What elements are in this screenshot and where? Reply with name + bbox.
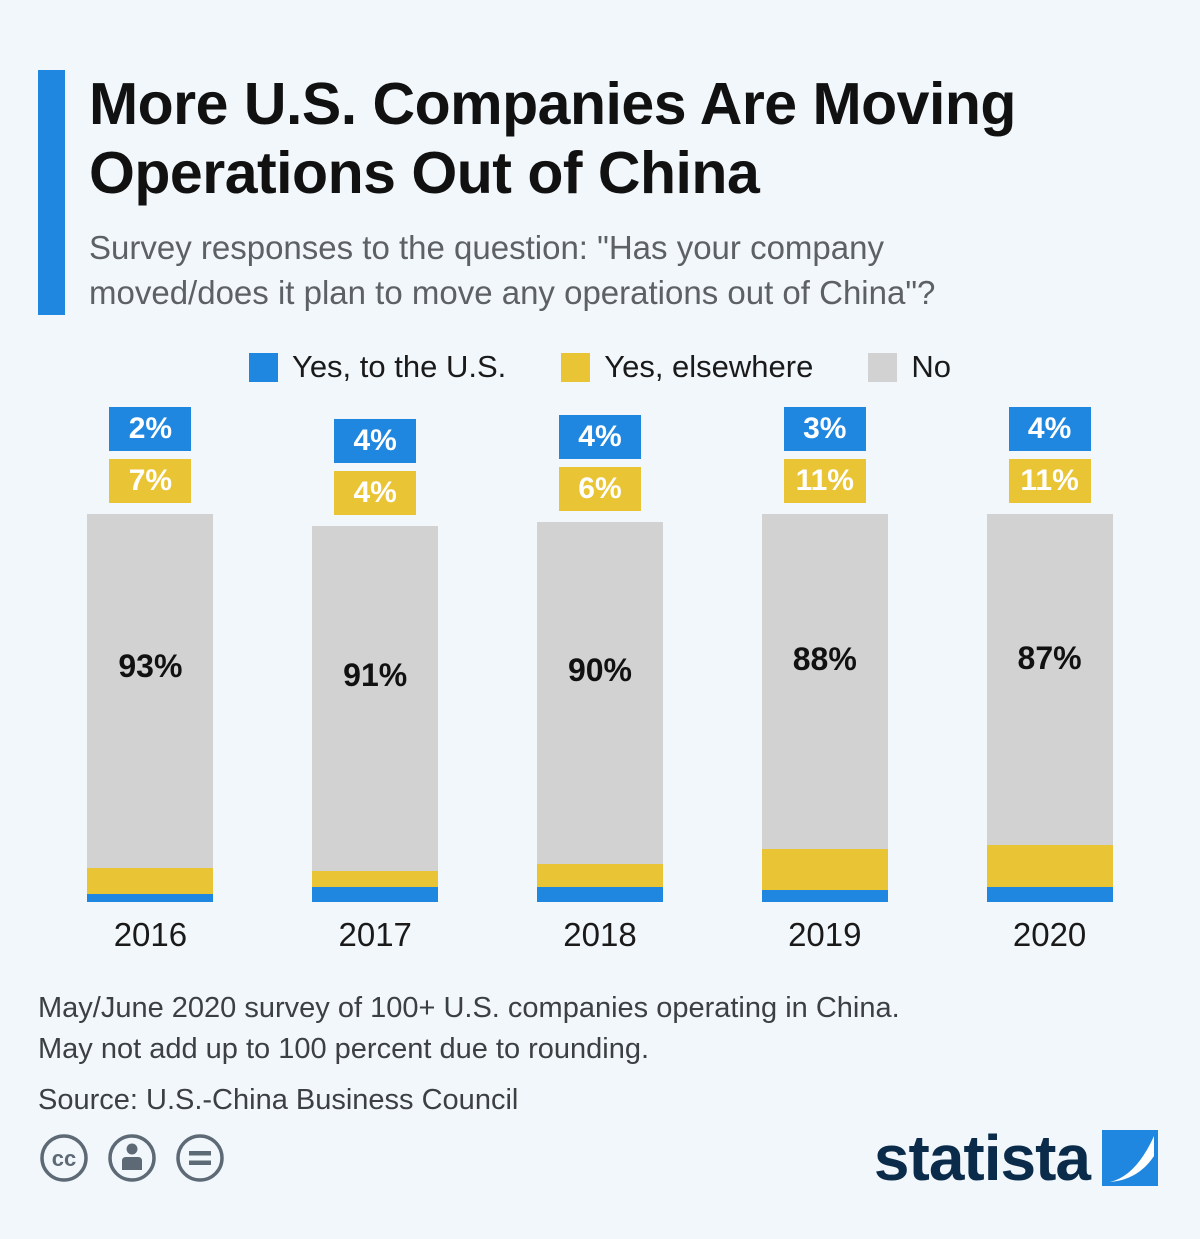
value-badge-yes-us: 4% [558,414,641,459]
chart-columns: 2% 7% 93% 2016 4% 4% 91% 2017 4% 6% 90% 2018 3% 11% 88… [0,407,1200,954]
segment-no-label: 93% [118,648,183,685]
segment-yes-us [87,894,214,902]
value-badge-yes-elsewhere: 6% [558,466,641,511]
title-line-2: Operations Out of China [89,140,760,207]
segment-no: 87% [986,514,1113,845]
statista-logo-icon [1102,1130,1158,1187]
accent-bar [38,70,65,316]
stacked-bar[interactable]: 91% [312,525,439,902]
segment-yes-elsewhere [312,871,439,887]
subtitle-line-2: moved/does it plan to move any operation… [89,273,936,311]
legend-label: Yes, elsewhere [604,349,814,385]
stacked-bar[interactable]: 88% [761,514,888,902]
footnotes: May/June 2020 survey of 100+ U.S. compan… [0,954,1200,1122]
statista-logo[interactable]: statista [874,1121,1158,1195]
value-badge-yes-elsewhere: 11% [783,459,866,504]
page-title: More U.S. Companies Are Moving Operation… [89,70,1016,208]
year-label: 2016 [113,915,188,953]
value-badge-yes-us: 3% [783,407,866,452]
segment-yes-elsewhere [536,863,663,887]
infographic: More U.S. Companies Are Moving Operation… [0,0,1200,1194]
segment-yes-us [986,886,1113,902]
legend-swatch [561,352,591,382]
segment-yes-us [761,890,888,902]
value-badge-yes-elsewhere: 7% [109,459,192,504]
statista-wordmark: statista [873,1122,1091,1195]
segment-no-label: 88% [792,641,857,678]
svg-text:cc: cc [52,1146,76,1171]
segment-yes-elsewhere [761,848,888,891]
legend-item[interactable]: No [868,349,951,385]
attribution-person-icon[interactable] [106,1132,158,1184]
segment-no: 88% [761,514,888,849]
year-label: 2017 [338,915,412,953]
legend-label: Yes, to the U.S. [291,349,507,385]
segment-yes-us [536,886,663,902]
segment-no: 90% [536,521,663,864]
value-badge-yes-us: 4% [1008,407,1091,452]
year-label: 2018 [563,915,637,953]
bar-column: 4% 6% 90% 2018 [488,414,713,954]
bar-column: 4% 11% 87% 2020 [937,407,1162,954]
cc-icon[interactable]: cc [38,1132,90,1184]
value-badge-yes-us: 4% [334,418,417,463]
legend-swatch [868,352,898,382]
legend: Yes, to the U.S. Yes, elsewhere No [0,349,1200,385]
stacked-bar[interactable]: 90% [536,521,663,902]
header-text: More U.S. Companies Are Moving Operation… [89,70,1016,315]
segment-yes-elsewhere [87,867,214,895]
segment-no-label: 87% [1017,639,1082,676]
stacked-bar[interactable]: 87% [986,514,1113,902]
title-line-1: More U.S. Companies Are Moving [89,71,1016,137]
legend-label: No [911,349,951,385]
legend-item[interactable]: Yes, elsewhere [561,349,813,385]
segment-no: 91% [312,525,439,872]
value-badge-yes-elsewhere: 4% [334,470,417,515]
value-badge-yes-elsewhere: 11% [1008,459,1091,504]
segment-no-label: 90% [567,651,632,688]
bar-column: 3% 11% 88% 2019 [712,407,937,954]
segment-no: 93% [87,514,214,868]
legend-swatch [248,352,278,382]
source-note: Source: U.S.-China Business Council [38,1084,519,1117]
page-subtitle: Survey responses to the question: "Has y… [89,226,1016,315]
year-label: 2020 [1012,915,1087,953]
bottom-bar: cc statista [0,1121,1200,1239]
segment-no-label: 91% [343,656,408,693]
equals-no-derivatives-icon[interactable] [174,1132,226,1184]
note-line-2: May not add up to 100 percent due to rou… [38,1032,650,1065]
license-icons: cc [38,1132,226,1184]
legend-item[interactable]: Yes, to the U.S. [248,349,507,385]
bar-column: 2% 7% 93% 2016 [38,407,263,954]
stacked-bar[interactable]: 93% [87,514,214,902]
segment-yes-us [312,886,439,902]
bar-column: 4% 4% 91% 2017 [263,418,488,954]
value-badge-yes-us: 2% [109,407,192,452]
subtitle-line-1: Survey responses to the question: "Has y… [89,229,884,267]
year-label: 2019 [788,915,862,953]
note-line-1: May/June 2020 survey of 100+ U.S. compan… [38,991,900,1024]
header: More U.S. Companies Are Moving Operation… [0,0,1200,316]
segment-yes-elsewhere [986,844,1113,887]
